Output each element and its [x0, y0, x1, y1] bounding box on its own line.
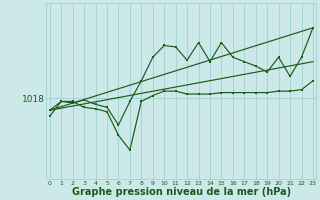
- X-axis label: Graphe pression niveau de la mer (hPa): Graphe pression niveau de la mer (hPa): [72, 187, 291, 197]
